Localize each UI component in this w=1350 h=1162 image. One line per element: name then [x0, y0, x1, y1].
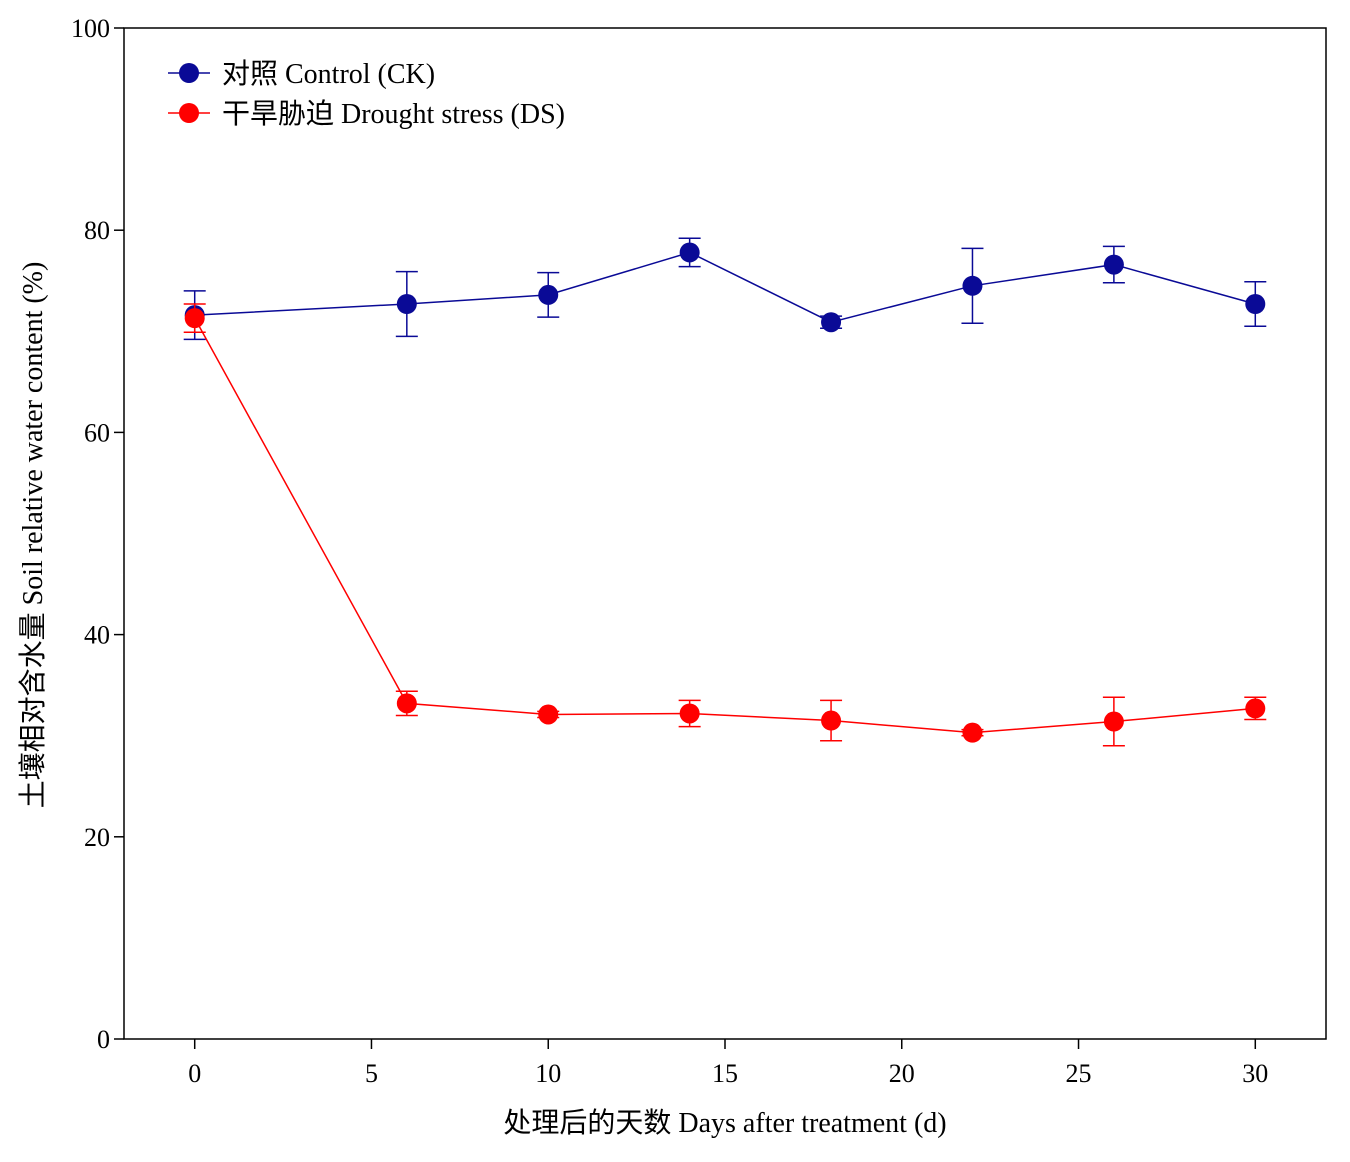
x-tick-label: 20: [889, 1059, 915, 1088]
data-point: [538, 284, 559, 305]
y-tick-label: 0: [97, 1025, 110, 1054]
legend-item: 干旱胁迫 Drought stress (DS): [168, 98, 565, 130]
data-point: [396, 294, 417, 315]
data-point: [184, 308, 205, 329]
y-tick-label: 80: [84, 216, 110, 245]
y-tick-label: 60: [84, 418, 110, 447]
data-point: [396, 693, 417, 714]
data-point: [679, 242, 700, 263]
legend-marker: [179, 103, 199, 123]
axes: 0 5 10 15 20 25 30 0 20 40 60 80 100: [71, 14, 1327, 1088]
plot-frame: [123, 27, 1327, 1040]
series-0: [183, 237, 1267, 341]
x-tick-label: 25: [1066, 1059, 1092, 1088]
data-point: [821, 312, 842, 333]
series-1: [183, 303, 1267, 747]
data-point: [821, 710, 842, 731]
legend-marker: [179, 63, 199, 83]
data-point: [538, 704, 559, 725]
series-layer: [183, 237, 1267, 747]
series-line: [194, 317, 1256, 734]
x-tick-label: 30: [1242, 1059, 1268, 1088]
y-axis-title: 土壤相对含水量 Soil relative water content (%): [17, 262, 49, 809]
y-tick-label: 20: [84, 823, 110, 852]
data-point: [1245, 294, 1266, 315]
data-point: [962, 275, 983, 296]
x-tick-label: 10: [535, 1059, 561, 1088]
x-tick-label: 0: [188, 1059, 201, 1088]
y-tick-label: 40: [84, 621, 110, 650]
x-tick-label: 15: [712, 1059, 738, 1088]
data-point: [962, 722, 983, 743]
series-line: [194, 251, 1256, 323]
legend-label: 对照 Control (CK): [222, 58, 435, 90]
y-tick-label: 100: [71, 14, 110, 43]
x-axis-title: 处理后的天数 Days after treatment (d): [503, 1107, 946, 1139]
data-point: [1103, 711, 1124, 732]
legend-label: 干旱胁迫 Drought stress (DS): [222, 98, 565, 130]
data-point: [1245, 698, 1266, 719]
data-point: [1103, 254, 1124, 275]
data-point: [679, 703, 700, 724]
legend: 对照 Control (CK) 干旱胁迫 Drought stress (DS): [168, 58, 565, 130]
legend-item: 对照 Control (CK): [168, 58, 435, 90]
x-tick-label: 5: [365, 1059, 378, 1088]
